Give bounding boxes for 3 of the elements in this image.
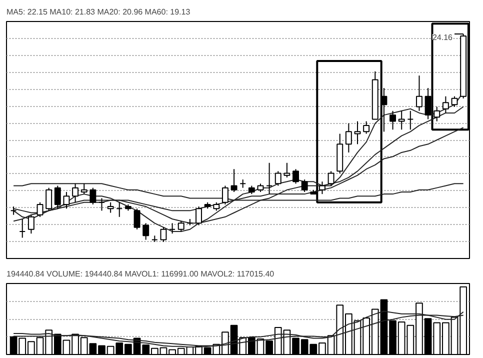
annotation: 24.16	[432, 32, 454, 42]
chart-title: 194440.84 VOLUME: 194440.84 MAVOL1: 116991.00 MAVOL2: 117015.40	[6, 270, 275, 278]
chart-title: MA5: 22.15 MA10: 21.83 MA20: 20.96 MA60: 19.13	[6, 8, 191, 16]
